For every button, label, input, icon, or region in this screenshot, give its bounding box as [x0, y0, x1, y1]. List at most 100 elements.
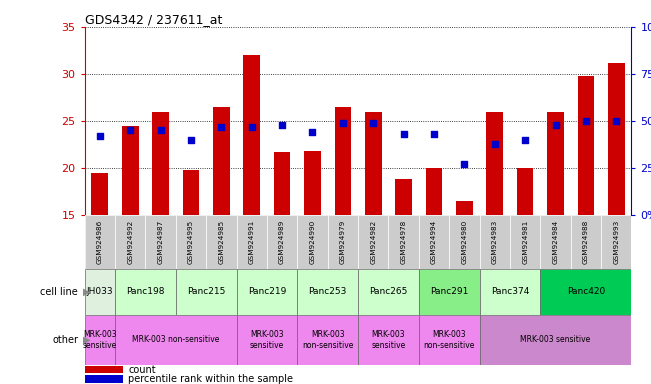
Bar	[304, 151, 321, 215]
Text: GSM924990: GSM924990	[309, 220, 316, 264]
Text: GSM924987: GSM924987	[158, 220, 163, 264]
Bar	[298, 215, 327, 269]
Bar	[206, 215, 236, 269]
Bar	[480, 215, 510, 269]
Bar	[358, 269, 419, 315]
Point	[368, 120, 378, 126]
Text: JH033: JH033	[87, 287, 113, 296]
Point	[216, 124, 227, 130]
Text: count: count	[128, 364, 156, 375]
Text: MRK-003
non-sensitive: MRK-003 non-sensitive	[424, 330, 475, 349]
Text: MRK-003
sensitive: MRK-003 sensitive	[371, 330, 406, 349]
Bar	[358, 315, 419, 365]
Bar	[577, 76, 594, 215]
Text: cell line: cell line	[40, 287, 78, 297]
Bar	[176, 215, 206, 269]
Point	[338, 120, 348, 126]
Point	[186, 137, 196, 143]
Text: GSM924995: GSM924995	[188, 220, 194, 264]
Point	[277, 122, 287, 128]
Text: other: other	[52, 335, 78, 345]
Bar	[486, 112, 503, 215]
Point	[490, 141, 500, 147]
Bar	[85, 269, 115, 315]
Bar	[426, 168, 443, 215]
Point	[125, 127, 135, 134]
Bar	[122, 126, 139, 215]
Point	[520, 137, 531, 143]
Bar	[540, 215, 571, 269]
Bar	[85, 215, 115, 269]
Point	[398, 131, 409, 137]
Bar	[480, 269, 540, 315]
Text: GSM924994: GSM924994	[431, 220, 437, 264]
Text: MRK-003 non-sensitive: MRK-003 non-sensitive	[132, 335, 219, 344]
Text: GSM924984: GSM924984	[553, 220, 559, 264]
Bar	[419, 315, 480, 365]
Bar	[176, 269, 236, 315]
Text: MRK-003
non-sensitive: MRK-003 non-sensitive	[302, 330, 353, 349]
Bar	[243, 55, 260, 215]
Point	[550, 122, 561, 128]
Bar	[85, 366, 123, 373]
Bar	[85, 376, 123, 383]
Bar	[267, 215, 298, 269]
Bar	[480, 315, 631, 365]
Bar	[145, 215, 176, 269]
Text: ▶: ▶	[83, 287, 91, 297]
Bar	[115, 315, 236, 365]
Text: GSM924988: GSM924988	[583, 220, 589, 264]
Bar	[115, 215, 145, 269]
Text: ▶: ▶	[83, 335, 91, 345]
Text: GSM924985: GSM924985	[218, 220, 225, 264]
Text: GSM924982: GSM924982	[370, 220, 376, 264]
Bar	[236, 315, 298, 365]
Text: GSM924989: GSM924989	[279, 220, 285, 264]
Text: GSM924981: GSM924981	[522, 220, 528, 264]
Text: Panc219: Panc219	[248, 287, 286, 296]
Bar	[547, 112, 564, 215]
Text: GSM924993: GSM924993	[613, 220, 619, 264]
Text: GSM924983: GSM924983	[492, 220, 498, 264]
Text: MRK-003
sensitive: MRK-003 sensitive	[250, 330, 284, 349]
Bar	[389, 215, 419, 269]
Point	[581, 118, 591, 124]
Text: Panc215: Panc215	[187, 287, 225, 296]
Text: Panc253: Panc253	[309, 287, 347, 296]
Bar	[395, 179, 412, 215]
Text: GSM924986: GSM924986	[97, 220, 103, 264]
Bar	[152, 112, 169, 215]
Bar	[365, 112, 381, 215]
Bar	[91, 173, 108, 215]
Text: GSM924980: GSM924980	[462, 220, 467, 264]
Text: GSM924991: GSM924991	[249, 220, 255, 264]
Bar	[236, 215, 267, 269]
Text: GSM924992: GSM924992	[127, 220, 133, 264]
Bar	[608, 63, 625, 215]
Text: GDS4342 / 237611_at: GDS4342 / 237611_at	[85, 13, 222, 26]
Point	[156, 127, 166, 134]
Text: GSM924978: GSM924978	[400, 220, 407, 264]
Text: percentile rank within the sample: percentile rank within the sample	[128, 374, 294, 384]
Bar	[85, 315, 115, 365]
Bar	[358, 215, 389, 269]
Bar	[601, 215, 631, 269]
Bar	[273, 152, 290, 215]
Text: Panc198: Panc198	[126, 287, 165, 296]
Bar	[540, 269, 631, 315]
Bar	[115, 269, 176, 315]
Text: MRK-003
sensitive: MRK-003 sensitive	[83, 330, 117, 349]
Text: Panc420: Panc420	[567, 287, 605, 296]
Point	[611, 118, 622, 124]
Text: Panc291: Panc291	[430, 287, 468, 296]
Bar	[571, 215, 601, 269]
Bar	[236, 269, 298, 315]
Point	[94, 133, 105, 139]
Text: GSM924979: GSM924979	[340, 220, 346, 264]
Bar	[182, 170, 199, 215]
Text: Panc265: Panc265	[369, 287, 408, 296]
Bar	[298, 269, 358, 315]
Bar	[327, 215, 358, 269]
Bar	[213, 107, 230, 215]
Point	[429, 131, 439, 137]
